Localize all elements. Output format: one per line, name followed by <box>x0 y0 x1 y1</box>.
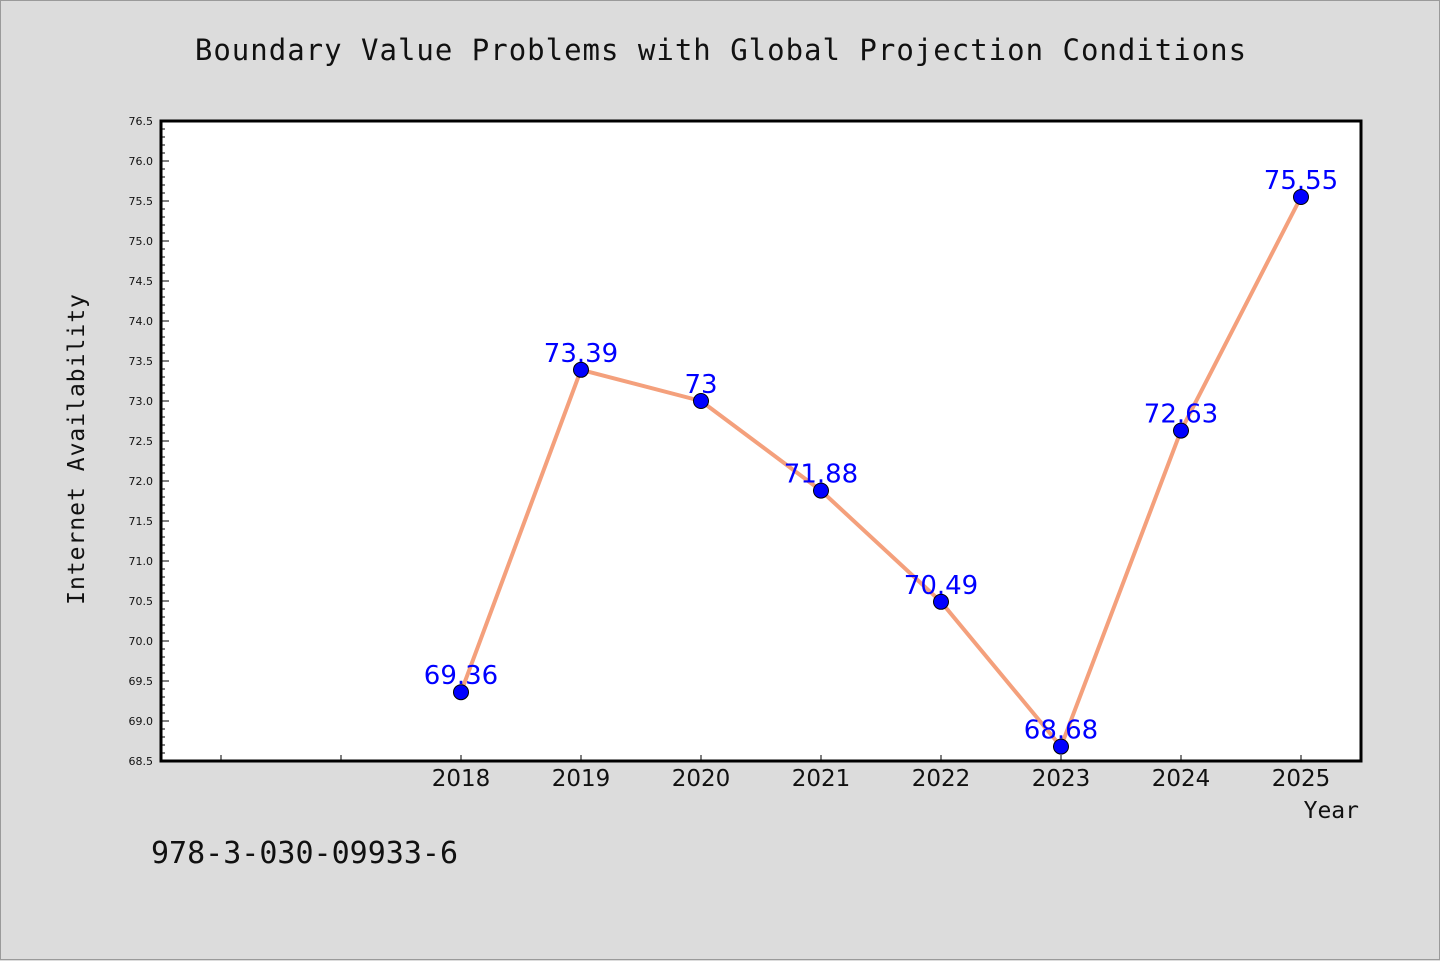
data-point <box>573 361 589 378</box>
y-tick-label: 69.0 <box>129 715 154 728</box>
data-label: 68.68 <box>1024 716 1098 746</box>
chart-title: Boundary Value Problems with Global Proj… <box>194 33 1248 67</box>
data-label: 71.88 <box>784 460 858 490</box>
data-label: 73 <box>684 370 717 400</box>
data-point <box>1053 738 1069 755</box>
data-label: 73.39 <box>544 339 618 369</box>
data-point <box>1173 422 1189 439</box>
data-point <box>453 684 469 701</box>
data-label: 70.49 <box>904 571 978 601</box>
data-label: 69.36 <box>424 661 498 691</box>
y-tick-label: 74.5 <box>129 275 154 288</box>
series-group: 69.36 73.39 73 71.88 70.49 68.68 72.63 75.55 <box>424 166 1338 755</box>
y-tick-label: 70.0 <box>129 635 154 648</box>
y-tick-label: 72.0 <box>129 475 154 488</box>
y-tick-label: 72.5 <box>129 435 154 448</box>
series-line <box>459 195 1303 749</box>
y-tick-label: 69.5 <box>129 675 154 688</box>
data-label: 75.55 <box>1264 166 1338 196</box>
data-point <box>693 393 709 409</box>
y-tick-label: 73.5 <box>129 355 154 368</box>
x-tick-label: 2020 <box>672 766 731 792</box>
data-point <box>1293 189 1309 205</box>
x-tick-label: 2021 <box>792 766 851 792</box>
x-tick-label: 2019 <box>552 766 611 792</box>
y-tick-label: 73.0 <box>129 395 154 408</box>
data-point <box>933 593 949 610</box>
y-tick-label: 76.0 <box>129 155 154 168</box>
x-tick-label: 2025 <box>1272 766 1331 792</box>
y-tick-label: 68.5 <box>129 755 154 768</box>
y-axis: 68.5 69.0 69.5 70.0 70.5 71.0 71.5 72.0 72.5 73.0… <box>129 115 169 768</box>
y-tick-label: 75.0 <box>129 235 154 248</box>
data-point <box>813 482 829 499</box>
y-tick-label: 75.5 <box>129 195 154 208</box>
x-axis: 2018 2019 2020 2021 2022 2023 2024 2025 <box>220 755 1331 792</box>
x-axis-label: Year <box>1303 798 1359 824</box>
x-tick-label: 2023 <box>1032 766 1091 792</box>
data-label: 72.63 <box>1144 400 1218 430</box>
x-tick-label: 2024 <box>1152 766 1211 792</box>
plot-area <box>159 119 1363 763</box>
y-tick-label: 71.0 <box>129 555 154 568</box>
y-tick-label: 70.5 <box>129 595 154 608</box>
y-tick-label: 71.5 <box>129 515 154 528</box>
isbn-text: 978-3-030-09933-6 <box>151 836 459 871</box>
x-tick-label: 2018 <box>432 766 491 792</box>
y-tick-label: 74.0 <box>129 315 154 328</box>
x-tick-label: 2022 <box>912 766 971 792</box>
y-tick-label: 76.5 <box>129 115 154 128</box>
